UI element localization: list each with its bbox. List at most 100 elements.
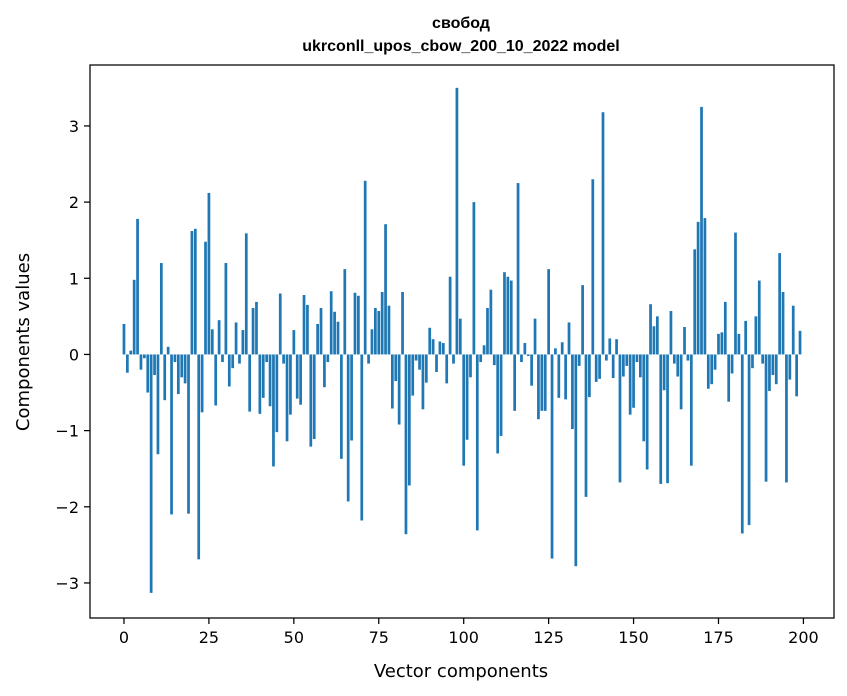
bar	[513, 354, 517, 411]
bar	[574, 354, 578, 567]
bar	[193, 228, 197, 355]
bar	[475, 354, 479, 531]
bar	[258, 354, 262, 414]
bar	[564, 354, 567, 400]
bar	[268, 354, 272, 407]
x-axis-label: Vector components	[374, 661, 548, 682]
bar	[523, 343, 527, 355]
bar	[214, 354, 218, 406]
bar	[241, 330, 245, 355]
bar	[526, 354, 530, 356]
bar	[374, 307, 377, 355]
bar	[200, 354, 204, 413]
bar	[581, 285, 584, 355]
bar	[360, 354, 364, 521]
bar	[306, 304, 309, 355]
bar	[367, 354, 370, 364]
bar	[720, 332, 724, 355]
bar	[645, 354, 649, 470]
bar	[778, 253, 781, 355]
bar	[180, 354, 184, 378]
bar	[469, 354, 472, 378]
bar	[727, 354, 731, 402]
bar	[346, 354, 350, 502]
bar	[350, 354, 353, 441]
bar	[706, 354, 710, 389]
bar	[207, 192, 211, 355]
x-tick-label: 100	[448, 628, 479, 647]
y-tick-label: −1	[55, 422, 79, 441]
bars-group	[122, 87, 802, 593]
bar	[173, 354, 177, 363]
bar	[295, 354, 299, 399]
bar	[380, 291, 384, 355]
chart-title: свобод	[432, 15, 490, 32]
bar	[737, 333, 741, 355]
bar	[652, 326, 656, 355]
bar	[543, 354, 547, 411]
bar	[414, 354, 418, 361]
bar	[407, 354, 411, 486]
bar	[357, 295, 360, 355]
bar	[122, 323, 126, 355]
bar	[622, 354, 625, 377]
bar	[710, 354, 714, 385]
bar	[323, 354, 326, 388]
bar	[492, 354, 496, 366]
bar	[309, 354, 313, 447]
bar	[418, 354, 421, 370]
x-tick-label: 150	[618, 628, 649, 647]
bar	[608, 338, 612, 355]
bar	[397, 354, 401, 425]
bar	[326, 354, 330, 363]
y-tick-label: 0	[69, 345, 79, 364]
y-tick-label: 3	[69, 117, 79, 136]
bar	[187, 354, 190, 514]
bar	[234, 322, 238, 355]
bar	[642, 354, 646, 442]
bar	[761, 354, 765, 364]
bar	[353, 292, 357, 355]
bar	[509, 280, 513, 355]
y-tick-label: 1	[69, 269, 79, 288]
bar	[632, 354, 635, 408]
bar	[197, 354, 201, 560]
bar	[210, 329, 214, 355]
bar	[139, 354, 143, 370]
bar	[458, 318, 462, 355]
bar	[316, 323, 319, 355]
bar	[462, 354, 466, 466]
x-tick-label: 200	[788, 628, 819, 647]
bar	[540, 354, 544, 411]
bar	[747, 354, 751, 526]
bar	[272, 354, 275, 467]
bar	[251, 307, 255, 355]
bar	[717, 333, 720, 355]
bar	[333, 311, 336, 355]
bar	[615, 339, 618, 355]
bar	[204, 241, 207, 355]
bar	[292, 330, 296, 355]
y-tick-label: −2	[55, 498, 79, 517]
bar	[424, 354, 428, 383]
bar	[723, 301, 727, 355]
bar	[441, 343, 445, 355]
bar	[520, 354, 523, 363]
bar	[530, 354, 533, 386]
bar	[639, 354, 642, 378]
bar	[635, 354, 639, 363]
bar	[132, 279, 136, 355]
bar	[689, 354, 693, 466]
bar	[655, 316, 659, 355]
bar	[285, 354, 289, 442]
bar	[547, 269, 550, 355]
bar	[224, 263, 228, 355]
x-tick-label: 125	[533, 628, 564, 647]
x-tick-label: 25	[199, 628, 219, 647]
bar	[448, 276, 452, 355]
bar	[343, 269, 347, 355]
bar	[696, 221, 700, 355]
bar	[625, 354, 629, 366]
bar	[163, 354, 167, 401]
